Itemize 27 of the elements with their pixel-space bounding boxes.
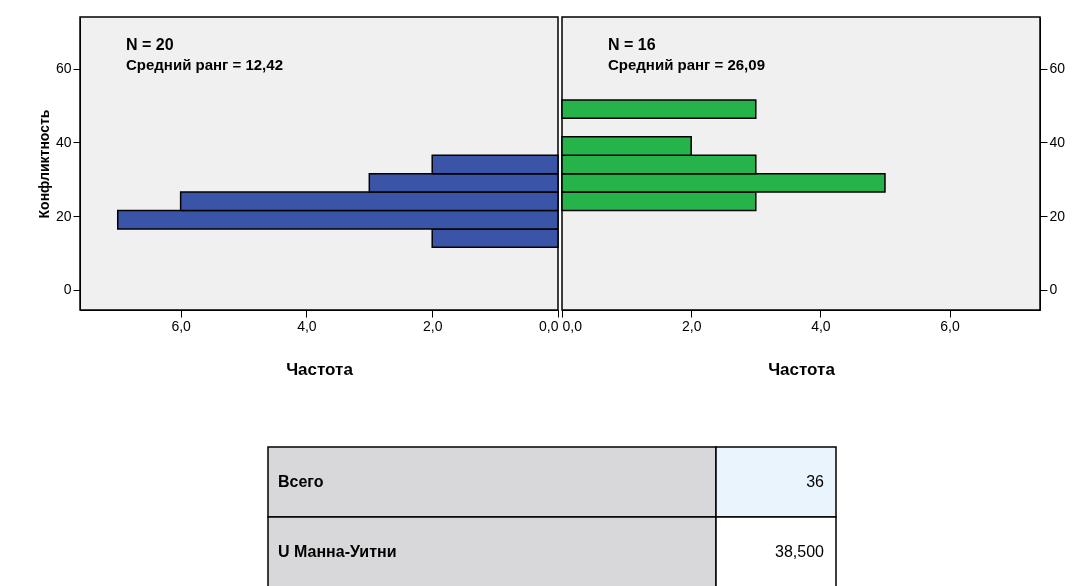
x-tick-label: 0,0 [539,317,559,334]
y-tick-label: 20 [1049,207,1066,224]
x-axis-title: Частота [768,359,836,379]
y-tick-label: 40 [55,133,72,150]
annotation: N = 16 [608,36,656,53]
annotation: Средний ранг = 12,42 [126,56,283,73]
annotation: Средний ранг = 26,09 [608,56,765,73]
y-axis-title: Конфликтность [35,109,52,219]
y-tick-label: 60 [1049,60,1066,77]
x-axis-title: Частота [286,359,354,379]
text: 36 [806,473,825,490]
x-tick-label: 4,0 [811,317,831,334]
x-tick-label: 6,0 [940,317,961,334]
x-tick-label: 2,0 [422,317,443,334]
x-tick-label: 2,0 [681,317,702,334]
text: Всего [278,473,324,490]
y-tick-label: 40 [1049,133,1066,150]
text: U Манна-Уитни [278,543,397,560]
y-tick-label: 0 [63,281,72,298]
x-tick-label: 6,0 [171,317,192,334]
annotation: N = 20 [126,36,174,53]
x-tick-label: 0,0 [562,317,583,334]
x-tick-label: 4,0 [297,317,317,334]
text: 38,500 [775,543,825,560]
y-tick-label: 60 [55,60,72,77]
y-tick-label: 0 [1049,281,1058,298]
y-tick-label: 20 [55,207,72,224]
